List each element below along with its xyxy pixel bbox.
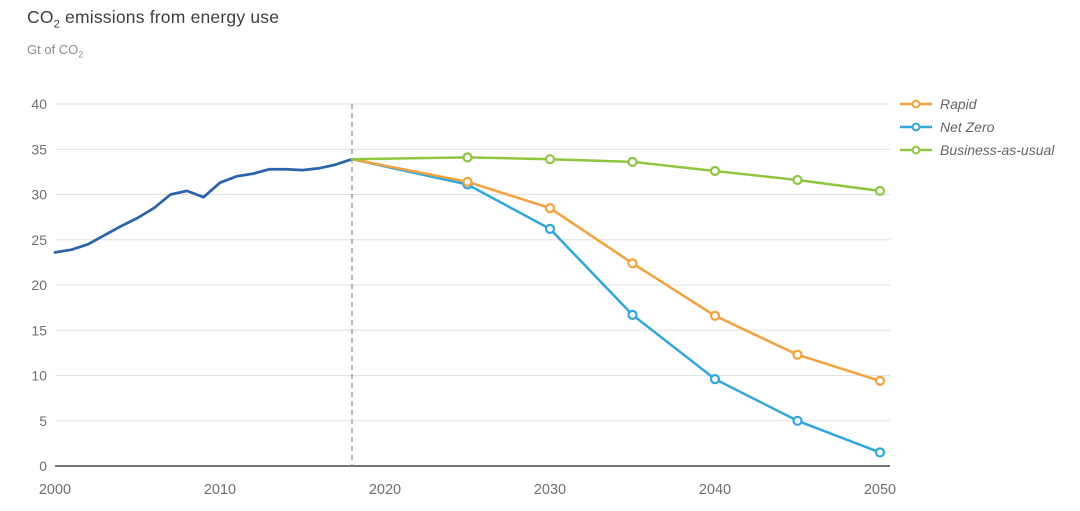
unit-text: Gt of CO — [27, 42, 79, 57]
data-point-marker-rapid — [627, 258, 638, 269]
y-tick-label: 0 — [39, 458, 47, 474]
data-point-marker-net-zero — [544, 223, 556, 234]
title-text: CO — [27, 7, 54, 27]
data-point-marker-net-zero — [709, 374, 721, 385]
y-tick-label: 10 — [31, 368, 47, 384]
data-point-marker-net-zero — [627, 309, 638, 320]
legend-label-rapid: Rapid — [940, 95, 977, 112]
legend-item-net-zero: Net Zero — [899, 115, 1054, 138]
legend-swatch-net-zero-icon — [900, 122, 932, 131]
legend-swatch-business-as-usual-icon — [900, 145, 932, 154]
data-point-marker-rapid — [462, 176, 473, 187]
y-tick-label: 15 — [31, 322, 47, 338]
x-tick-label: 2050 — [864, 482, 896, 498]
data-point-marker-rapid — [544, 203, 556, 214]
data-point-marker-rapid — [792, 349, 803, 360]
data-point-marker-business-as-usual — [627, 156, 638, 167]
series-line-rapid — [350, 157, 882, 383]
x-tick-label: 2020 — [369, 482, 401, 498]
x-tick-label: 2000 — [39, 482, 71, 498]
y-tick-label: 20 — [31, 277, 47, 293]
legend-swatch-rapid-icon — [900, 99, 932, 108]
y-tick-label: 30 — [31, 187, 47, 203]
y-axis-unit-label: Gt of CO2 — [27, 42, 84, 60]
data-point-marker-rapid — [709, 310, 721, 321]
data-point-marker-business-as-usual — [792, 174, 803, 186]
chart-legend: Rapid Net Zero Business-as-usual — [899, 92, 1054, 161]
unit-subscript: 2 — [78, 49, 84, 60]
data-point-marker-net-zero — [874, 447, 886, 458]
y-tick-label: 35 — [31, 141, 47, 157]
legend-label-net-zero: Net Zero — [940, 118, 995, 135]
data-point-marker-business-as-usual — [709, 165, 721, 177]
title-text-rest: emissions from energy use — [59, 7, 280, 27]
series-line-history — [53, 157, 354, 254]
x-tick-label: 2030 — [534, 482, 566, 498]
page-title: CO2 emissions from energy use — [27, 7, 280, 31]
legend-item-business-as-usual: Business-as-usual — [899, 138, 1054, 161]
x-tick-label: 2040 — [699, 482, 731, 498]
legend-item-rapid: Rapid — [899, 92, 1054, 115]
data-point-marker-business-as-usual — [874, 185, 886, 196]
data-point-marker-business-as-usual — [462, 152, 473, 163]
y-tick-label: 40 — [31, 96, 47, 112]
y-tick-label: 25 — [31, 232, 47, 248]
series-line-net-zero — [350, 157, 882, 454]
data-point-marker-business-as-usual — [544, 154, 556, 165]
data-point-marker-net-zero — [792, 415, 803, 426]
x-tick-label: 2010 — [204, 482, 236, 498]
title-subscript: 2 — [53, 18, 60, 31]
data-point-marker-rapid — [874, 375, 886, 386]
y-tick-label: 5 — [39, 413, 47, 429]
legend-label-business-as-usual: Business-as-usual — [940, 141, 1055, 158]
